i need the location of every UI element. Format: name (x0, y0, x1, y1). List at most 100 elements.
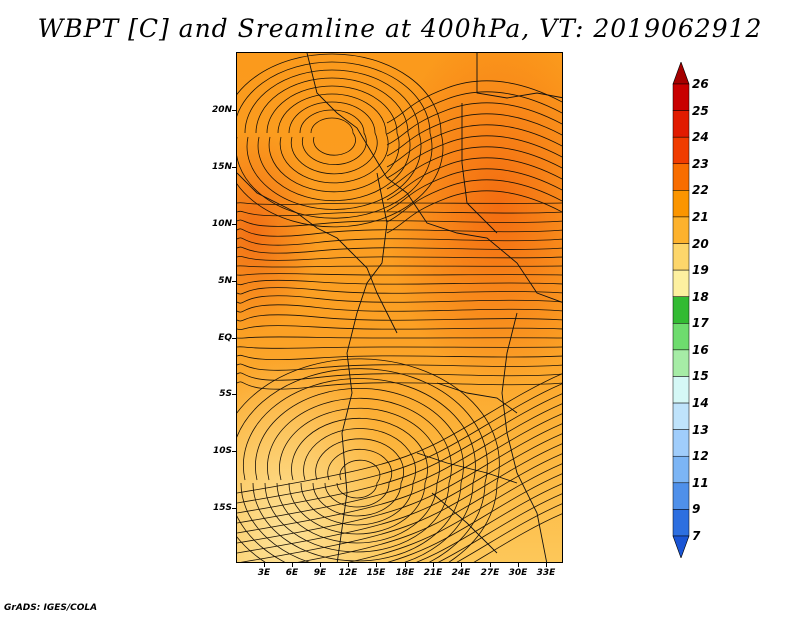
lat-label-20n: 20N (211, 105, 232, 115)
streamline (473, 513, 562, 562)
lon-tick (490, 563, 491, 567)
lat-label-eq: EQ (218, 333, 232, 343)
lon-tick (264, 563, 265, 567)
lat-tick (232, 224, 236, 225)
streamline (237, 210, 562, 217)
wbpt-streamline-map (237, 53, 562, 562)
lon-label-30e: 30E (508, 568, 528, 578)
colorbar-label: 15 (692, 369, 709, 384)
colorbar-segment (672, 402, 690, 430)
map-panel (236, 52, 563, 563)
lon-tick (292, 563, 293, 567)
colorbar-segment (672, 323, 690, 351)
colorbar-label: 20 (692, 236, 709, 251)
streamline (386, 157, 562, 201)
lon-label-27e: 27E (480, 568, 500, 578)
colorbar-min-triangle (672, 535, 690, 558)
streamline (237, 383, 562, 504)
streamline (386, 124, 562, 168)
lat-label-5n: 5N (218, 276, 232, 286)
streamline (237, 295, 562, 304)
streamline (264, 397, 452, 553)
grads-credit: GrADS: IGES/COLA (4, 603, 98, 613)
streamline (237, 287, 562, 295)
streamline (277, 93, 389, 184)
lat-tick (232, 451, 236, 452)
streamline (276, 407, 440, 544)
streamline (237, 354, 562, 360)
streamline (237, 246, 562, 254)
colorbar-label: 9 (692, 502, 701, 517)
lat-tick (232, 508, 236, 509)
colorbar-max-triangle (672, 62, 690, 85)
lon-label-6e: 6E (285, 568, 299, 578)
lon-tick (518, 563, 519, 567)
streamline (386, 102, 562, 146)
streamline (324, 448, 393, 508)
streamline (386, 80, 562, 124)
colorbar-segment (672, 243, 690, 271)
streamline (237, 279, 562, 286)
colorbar-label: 14 (692, 396, 709, 411)
streamline (386, 146, 562, 190)
colorbar-segment (672, 296, 690, 324)
lon-label-3e: 3E (257, 568, 271, 578)
lon-tick (376, 563, 377, 567)
lon-tick (320, 563, 321, 567)
streamline (416, 483, 562, 562)
colorbar-segment (672, 216, 690, 244)
streamline (237, 314, 562, 322)
colorbar-label: 21 (692, 209, 709, 224)
colorbar-segment (672, 83, 690, 111)
colorbar-label: 7 (692, 529, 701, 543)
streamline (237, 228, 562, 237)
lat-tick (232, 110, 236, 111)
streamline (237, 53, 444, 228)
lon-label-33e: 33E (536, 568, 556, 578)
streamline (255, 77, 411, 202)
lat-label-10n: 10N (211, 219, 232, 229)
streamline (237, 202, 562, 205)
streamline (386, 91, 562, 135)
lon-label-15e: 15E (366, 568, 386, 578)
colorbar-segment (672, 163, 690, 191)
colorbar-segment (672, 110, 690, 138)
streamline (298, 453, 562, 562)
streamline (386, 113, 562, 157)
streamline (244, 69, 422, 210)
colorbar-segment (672, 509, 690, 537)
colorbar-segment (672, 269, 690, 297)
streamline (237, 219, 562, 227)
streamline (252, 387, 464, 562)
streamline (237, 372, 562, 381)
lat-label-15s: 15S (212, 503, 232, 513)
lon-tick (348, 563, 349, 567)
colorbar-label: 11 (692, 475, 709, 490)
streamline (237, 325, 562, 330)
wbpt-cool-southwest (237, 53, 562, 562)
streamline (240, 378, 476, 562)
streamline (288, 101, 378, 175)
streamlines (237, 53, 562, 562)
streamline (237, 433, 562, 554)
streamline (386, 179, 562, 223)
plot-title: WBPT [C] and Sreamline at 400hPa, VT: 20… (37, 14, 763, 43)
lon-label-18e: 18E (395, 568, 415, 578)
streamline (237, 363, 562, 371)
streamline (386, 135, 562, 179)
lat-label-5s: 5S (219, 389, 232, 399)
streamline (456, 503, 562, 562)
streamline (348, 463, 562, 562)
country-borders (237, 53, 562, 562)
colorbar-segment (672, 376, 690, 404)
lon-label-12e: 12E (338, 568, 358, 578)
colorbar-segment (672, 349, 690, 377)
streamline (237, 336, 562, 339)
colorbar-label: 24 (692, 130, 709, 145)
streamline (237, 304, 562, 313)
lon-tick (433, 563, 434, 567)
colorbar-label: 23 (692, 156, 709, 171)
streamline (237, 256, 562, 261)
streamline (299, 109, 367, 166)
colorbar-label: 22 (692, 183, 709, 198)
